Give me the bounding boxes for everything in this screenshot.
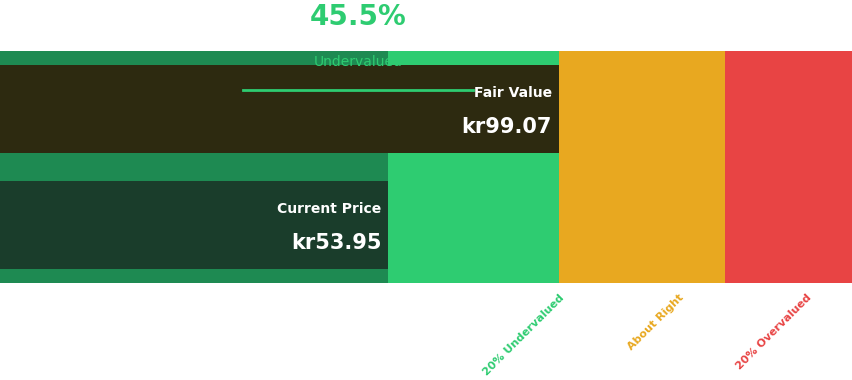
- Text: 20% Overvalued: 20% Overvalued: [734, 293, 812, 372]
- FancyBboxPatch shape: [558, 51, 724, 283]
- Text: About Right: About Right: [625, 293, 684, 352]
- Text: kr53.95: kr53.95: [291, 233, 381, 253]
- FancyBboxPatch shape: [388, 51, 558, 283]
- Text: Current Price: Current Price: [277, 202, 381, 216]
- Text: 20% Undervalued: 20% Undervalued: [481, 293, 565, 377]
- Text: Fair Value: Fair Value: [473, 87, 551, 100]
- Text: 45.5%: 45.5%: [309, 3, 406, 31]
- Text: kr99.07: kr99.07: [461, 117, 551, 137]
- FancyBboxPatch shape: [0, 65, 558, 153]
- FancyBboxPatch shape: [724, 51, 852, 283]
- FancyBboxPatch shape: [0, 51, 388, 283]
- FancyBboxPatch shape: [0, 181, 388, 269]
- Text: Undervalued: Undervalued: [314, 55, 402, 69]
